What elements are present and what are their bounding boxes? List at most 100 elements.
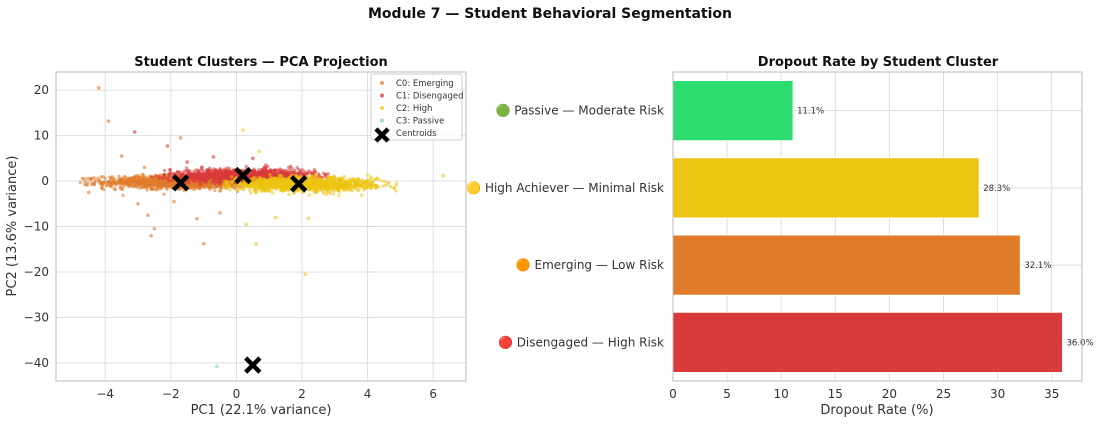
scatter-frame: [55, 71, 467, 382]
bar-ticks: 0 5 10 15 20 25 30 35 🟢 Passive — Moderate Risk 🟡…: [466, 104, 1059, 401]
bar-value-label: 11.1%: [797, 107, 824, 117]
scatter-point: [260, 186, 265, 190]
scatter-point: [222, 185, 226, 189]
scatter-point: [167, 172, 171, 176]
scatter-point: [249, 191, 253, 195]
scatter-point: [145, 183, 149, 188]
scatter-point: [121, 193, 125, 197]
scatter-point: [250, 168, 255, 173]
scatter-point: [379, 179, 384, 183]
bar-xtick-label: 10: [774, 387, 789, 401]
scatter-point: [200, 167, 204, 172]
scatter-point: [110, 176, 114, 180]
scatter-point: [138, 176, 142, 180]
scatter-point: [300, 172, 305, 176]
scatter-point: [113, 183, 118, 187]
scatter-point: [147, 178, 152, 182]
scatter-point: [187, 181, 191, 185]
scatter-point: [244, 164, 248, 169]
scatter-outlier-point: [214, 364, 219, 369]
scatter-point: [348, 181, 352, 186]
scatter-point: [217, 177, 221, 181]
scatter-outlier-point: [195, 216, 199, 221]
scatter-point: [167, 179, 171, 183]
bar: [672, 157, 980, 219]
scatter-point: [351, 179, 355, 183]
scatter-point: [360, 181, 364, 185]
scatter-point: [270, 191, 275, 195]
scatter-point: [253, 176, 258, 180]
scatter-xtick-label: −2: [162, 387, 180, 401]
scatter-point: [313, 180, 317, 184]
scatter-point: [356, 180, 361, 184]
scatter-point: [178, 170, 182, 174]
scatter-point: [106, 180, 111, 184]
bar-category-label: 🔴 Disengaged — High Risk: [498, 335, 664, 349]
scatter-ytick-label: −40: [24, 356, 49, 370]
scatter-ytick-label: 10: [34, 129, 49, 143]
legend-label: C2: High: [396, 104, 432, 114]
scatter-outlier-point: [306, 216, 311, 221]
bar: [672, 79, 794, 142]
scatter-point: [185, 171, 190, 176]
scatter-point: [119, 184, 123, 188]
scatter-point: [164, 179, 168, 183]
scatter-outlier-point: [218, 211, 222, 215]
scatter-point: [384, 183, 388, 188]
legend-marker: [380, 93, 384, 98]
scatter-point: [328, 175, 332, 180]
scatter-point: [307, 180, 312, 185]
bar-xlabel: Dropout Rate (%): [820, 403, 933, 418]
scatter-point: [392, 186, 396, 191]
scatter-outlier-point: [152, 226, 157, 231]
scatter-point: [227, 179, 231, 184]
scatter-point: [102, 187, 106, 192]
scatter-point: [257, 168, 261, 172]
scatter-point: [255, 179, 259, 183]
scatter-point: [337, 193, 341, 198]
scatter-point: [325, 187, 329, 192]
scatter-point: [215, 168, 219, 173]
scatter-point: [287, 192, 291, 196]
scatter-point: [279, 184, 283, 188]
scatter-point: [340, 177, 345, 182]
scatter-point: [309, 184, 314, 188]
scatter-point: [293, 191, 297, 195]
scatter-point: [218, 167, 222, 171]
legend-label: Centroids: [396, 129, 437, 139]
figure-title: Module 7 — Student Behavioral Segmentati…: [368, 6, 732, 22]
scatter-point: [265, 170, 269, 175]
scatter-point: [213, 188, 217, 193]
scatter-point: [205, 185, 209, 189]
scatter-point: [184, 166, 189, 170]
scatter-outlier-point: [178, 136, 183, 140]
scatter-point: [253, 187, 257, 191]
scatter-point: [153, 173, 158, 177]
scatter-point: [325, 176, 329, 180]
scatter-point: [381, 184, 385, 188]
scatter-point: [188, 173, 192, 177]
scatter-point: [333, 178, 337, 182]
scatter-xlabel: PC1 (22.1% variance): [191, 403, 332, 418]
scatter-point: [132, 175, 136, 179]
scatter-point: [97, 181, 102, 185]
scatter-xtick-label: 6: [429, 387, 437, 401]
scatter-point: [376, 177, 380, 181]
scatter-point: [373, 183, 377, 187]
scatter-point: [318, 187, 323, 192]
scatter-point: [134, 178, 139, 182]
bar-value-label: 36.0%: [1067, 338, 1094, 348]
bar-xtick-label: 15: [828, 387, 843, 401]
scatter-point: [110, 182, 114, 187]
scatter-point: [205, 168, 209, 172]
scatter-point: [203, 173, 207, 178]
scatter-point: [228, 188, 232, 192]
scatter-point: [364, 182, 368, 187]
scatter-point: [227, 172, 231, 176]
bar-value-label: 32.1%: [1024, 261, 1051, 271]
scatter-outlier-point: [201, 241, 206, 246]
scatter-ytick-label: −10: [24, 220, 49, 234]
scatter-point: [213, 176, 217, 180]
scatter-point: [251, 182, 255, 186]
bar-xtick-label: 30: [990, 387, 1005, 401]
